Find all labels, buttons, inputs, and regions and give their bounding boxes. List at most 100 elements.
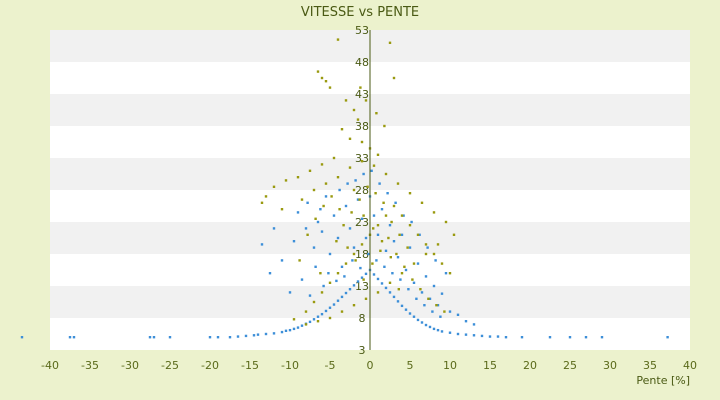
data-point bbox=[352, 188, 356, 192]
data-point bbox=[360, 140, 364, 144]
data-point bbox=[332, 214, 336, 217]
data-point bbox=[370, 169, 373, 172]
data-point bbox=[336, 38, 340, 41]
data-point bbox=[336, 299, 340, 302]
data-point bbox=[432, 252, 436, 256]
data-point bbox=[400, 233, 404, 236]
data-point bbox=[362, 172, 365, 176]
data-point bbox=[306, 233, 309, 236]
data-point bbox=[350, 211, 353, 214]
data-point bbox=[404, 268, 408, 272]
data-point bbox=[360, 160, 364, 163]
x-tick-label: -10 bbox=[281, 359, 299, 372]
data-point bbox=[320, 163, 324, 166]
data-point bbox=[382, 201, 385, 204]
data-point bbox=[280, 208, 284, 211]
data-point bbox=[464, 320, 468, 323]
data-point bbox=[400, 304, 404, 308]
data-point bbox=[424, 323, 428, 327]
data-point bbox=[244, 334, 248, 338]
data-point bbox=[375, 112, 378, 115]
data-point bbox=[338, 208, 341, 211]
x-tick-label: -30 bbox=[121, 359, 139, 372]
data-point bbox=[312, 300, 316, 304]
data-point bbox=[300, 198, 304, 201]
data-point bbox=[448, 331, 452, 334]
data-point bbox=[320, 230, 324, 233]
data-point bbox=[236, 335, 240, 338]
data-point bbox=[411, 278, 414, 281]
data-point bbox=[448, 310, 452, 313]
data-point bbox=[440, 292, 444, 295]
data-point bbox=[335, 240, 338, 243]
data-point bbox=[432, 284, 436, 288]
data-point bbox=[352, 246, 356, 249]
data-point bbox=[392, 76, 396, 80]
data-point bbox=[306, 201, 309, 204]
data-point bbox=[268, 272, 272, 275]
data-point bbox=[408, 224, 412, 227]
x-tick-label: 30 bbox=[603, 359, 617, 372]
data-point bbox=[312, 246, 316, 249]
x-tick-label: -40 bbox=[41, 359, 59, 372]
data-point bbox=[354, 179, 357, 182]
data-point bbox=[340, 295, 344, 299]
data-point bbox=[292, 327, 296, 331]
data-point bbox=[432, 211, 436, 214]
data-point bbox=[316, 70, 320, 73]
data-point bbox=[319, 208, 322, 211]
data-point bbox=[408, 192, 412, 195]
series-0 bbox=[20, 169, 669, 339]
data-point bbox=[328, 306, 332, 309]
data-point bbox=[396, 182, 400, 185]
data-point bbox=[379, 249, 382, 252]
y-tick-label: 8 bbox=[359, 312, 366, 325]
data-point bbox=[371, 262, 374, 265]
data-point bbox=[168, 336, 172, 339]
data-point bbox=[327, 272, 330, 275]
data-point bbox=[488, 335, 492, 338]
data-point bbox=[348, 227, 352, 230]
data-point bbox=[351, 259, 354, 262]
data-point bbox=[400, 272, 404, 275]
data-point bbox=[356, 280, 360, 283]
data-point bbox=[316, 320, 320, 323]
data-point bbox=[304, 323, 308, 326]
data-point bbox=[360, 217, 364, 220]
data-point bbox=[423, 304, 426, 307]
data-point bbox=[362, 278, 365, 281]
data-point bbox=[428, 325, 432, 329]
data-point bbox=[396, 256, 400, 259]
data-point bbox=[440, 330, 444, 333]
data-point bbox=[399, 278, 402, 281]
data-point bbox=[372, 164, 376, 167]
data-point bbox=[336, 236, 340, 240]
data-point bbox=[332, 156, 336, 160]
data-point bbox=[372, 273, 376, 276]
data-point bbox=[314, 265, 317, 268]
data-point bbox=[568, 336, 572, 339]
data-point bbox=[284, 179, 288, 182]
data-point bbox=[298, 259, 301, 262]
data-point bbox=[352, 304, 356, 307]
data-point bbox=[420, 201, 424, 204]
data-point bbox=[412, 315, 416, 318]
data-point bbox=[448, 272, 452, 275]
data-point bbox=[426, 246, 429, 249]
data-point bbox=[324, 195, 328, 198]
data-point bbox=[416, 233, 420, 236]
data-point bbox=[374, 192, 377, 195]
data-point bbox=[406, 246, 409, 249]
data-point bbox=[354, 259, 357, 262]
data-point bbox=[272, 332, 276, 335]
data-point bbox=[288, 328, 292, 332]
data-point bbox=[312, 318, 316, 321]
y-tick-label: 23 bbox=[355, 216, 369, 229]
data-point bbox=[360, 276, 364, 279]
y-tick-label: 48 bbox=[355, 56, 369, 69]
y-tick-label: 33 bbox=[355, 152, 369, 165]
data-point bbox=[292, 318, 296, 321]
x-tick-label: 25 bbox=[563, 359, 577, 372]
data-point bbox=[376, 291, 380, 294]
